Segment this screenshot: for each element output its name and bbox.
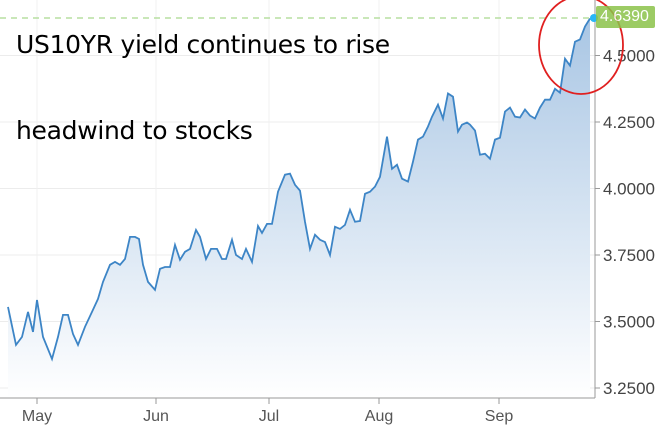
svg-text:Sep: Sep [485, 408, 514, 425]
svg-text:3.2500: 3.2500 [603, 379, 655, 398]
area-fill [8, 18, 590, 398]
svg-text:3.7500: 3.7500 [603, 246, 655, 265]
y-axis-ticks: 4.5000 4.2500 4.0000 3.7500 3.5000 3.2500 [595, 47, 655, 398]
svg-text:4.0000: 4.0000 [603, 180, 655, 199]
svg-text:May: May [22, 408, 52, 425]
svg-text:Jun: Jun [143, 408, 169, 425]
svg-text:3.5000: 3.5000 [603, 313, 655, 332]
highlight-circle [538, 0, 624, 95]
svg-text:4.5000: 4.5000 [603, 47, 655, 66]
x-axis-ticks: May Jun Jul Aug Sep [22, 398, 513, 425]
last-value-label: 4.6390 [596, 6, 655, 28]
svg-text:Jul: Jul [259, 408, 279, 425]
annotation-title: US10YR yield continues to rise [16, 30, 390, 59]
svg-text:Aug: Aug [365, 408, 393, 425]
yield-line [7, 18, 591, 362]
annotation-subtitle: headwind to stocks [16, 116, 253, 145]
svg-text:4.2500: 4.2500 [603, 113, 655, 132]
